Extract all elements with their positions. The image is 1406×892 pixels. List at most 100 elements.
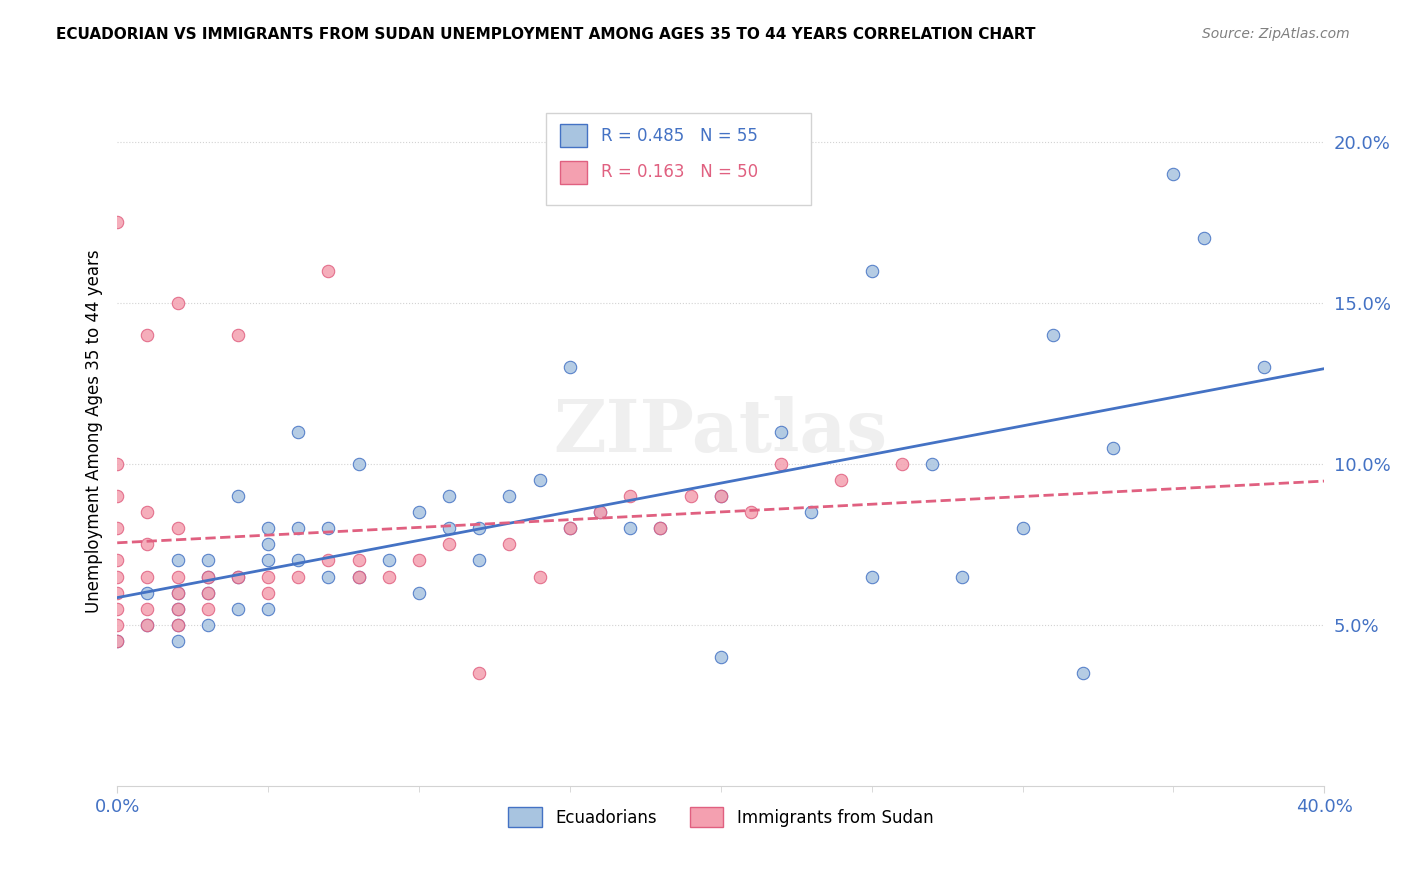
Point — [740, 505, 762, 519]
Point — [166, 585, 188, 599]
Text: Source: ZipAtlas.com: Source: ZipAtlas.com — [1202, 27, 1350, 41]
Text: ECUADORIAN VS IMMIGRANTS FROM SUDAN UNEMPLOYMENT AMONG AGES 35 TO 44 YEARS CORRE: ECUADORIAN VS IMMIGRANTS FROM SUDAN UNEM… — [56, 27, 1036, 42]
Point — [347, 569, 370, 583]
Point — [166, 521, 188, 535]
Point — [105, 215, 128, 229]
Point — [710, 489, 733, 503]
Point — [197, 617, 219, 632]
Point — [197, 585, 219, 599]
Point — [1163, 167, 1185, 181]
Bar — [560, 124, 586, 147]
Point — [136, 585, 159, 599]
Point — [105, 457, 128, 471]
Point — [105, 585, 128, 599]
Point — [921, 457, 943, 471]
Point — [197, 601, 219, 615]
Text: R = 0.485   N = 55: R = 0.485 N = 55 — [602, 127, 758, 145]
Point — [136, 617, 159, 632]
Point — [347, 457, 370, 471]
Point — [558, 521, 581, 535]
Point — [197, 585, 219, 599]
Point — [950, 569, 973, 583]
Point — [800, 505, 823, 519]
Point — [226, 489, 249, 503]
Point — [166, 601, 188, 615]
Point — [408, 505, 430, 519]
Point — [287, 425, 309, 439]
Point — [498, 489, 520, 503]
Point — [226, 569, 249, 583]
Point — [437, 537, 460, 551]
Point — [257, 537, 280, 551]
Point — [619, 489, 641, 503]
Point — [287, 569, 309, 583]
Point — [468, 666, 491, 681]
Point — [166, 569, 188, 583]
Point — [136, 505, 159, 519]
Point — [287, 521, 309, 535]
Point — [650, 521, 672, 535]
Bar — [560, 161, 586, 184]
Point — [166, 585, 188, 599]
Point — [1011, 521, 1033, 535]
Point — [408, 553, 430, 567]
Point — [1102, 441, 1125, 455]
Point — [1071, 666, 1094, 681]
Point — [650, 521, 672, 535]
Point — [105, 521, 128, 535]
Point — [529, 473, 551, 487]
Point — [830, 473, 852, 487]
Point — [287, 553, 309, 567]
Point — [529, 569, 551, 583]
Point — [197, 553, 219, 567]
Point — [498, 537, 520, 551]
Legend: Ecuadorians, Immigrants from Sudan: Ecuadorians, Immigrants from Sudan — [502, 800, 939, 834]
Point — [770, 425, 793, 439]
Point — [318, 263, 340, 277]
Point — [1253, 360, 1275, 375]
Point — [619, 521, 641, 535]
Point — [166, 601, 188, 615]
Text: ZIPatlas: ZIPatlas — [554, 396, 887, 467]
Point — [257, 601, 280, 615]
Y-axis label: Unemployment Among Ages 35 to 44 years: Unemployment Among Ages 35 to 44 years — [86, 250, 103, 614]
Point — [136, 617, 159, 632]
Point — [166, 633, 188, 648]
Point — [318, 521, 340, 535]
Point — [257, 553, 280, 567]
Point — [770, 457, 793, 471]
Point — [257, 569, 280, 583]
Point — [166, 617, 188, 632]
Point — [1042, 328, 1064, 343]
Point — [558, 360, 581, 375]
Point — [136, 328, 159, 343]
Point — [226, 601, 249, 615]
Point — [105, 617, 128, 632]
Point — [197, 569, 219, 583]
Point — [347, 553, 370, 567]
Point — [860, 263, 883, 277]
Point — [105, 633, 128, 648]
Point — [166, 553, 188, 567]
Point — [318, 569, 340, 583]
Point — [105, 601, 128, 615]
Point — [468, 553, 491, 567]
Point — [257, 585, 280, 599]
Point — [710, 489, 733, 503]
Point — [1192, 231, 1215, 245]
Point — [589, 505, 612, 519]
Point — [378, 553, 401, 567]
Point — [378, 569, 401, 583]
Point — [318, 553, 340, 567]
Point — [890, 457, 912, 471]
Point — [197, 569, 219, 583]
Point — [679, 489, 702, 503]
Point — [105, 633, 128, 648]
Point — [166, 295, 188, 310]
Point — [347, 569, 370, 583]
Point — [105, 553, 128, 567]
Point — [226, 569, 249, 583]
Point — [860, 569, 883, 583]
Point — [468, 521, 491, 535]
Point — [166, 617, 188, 632]
